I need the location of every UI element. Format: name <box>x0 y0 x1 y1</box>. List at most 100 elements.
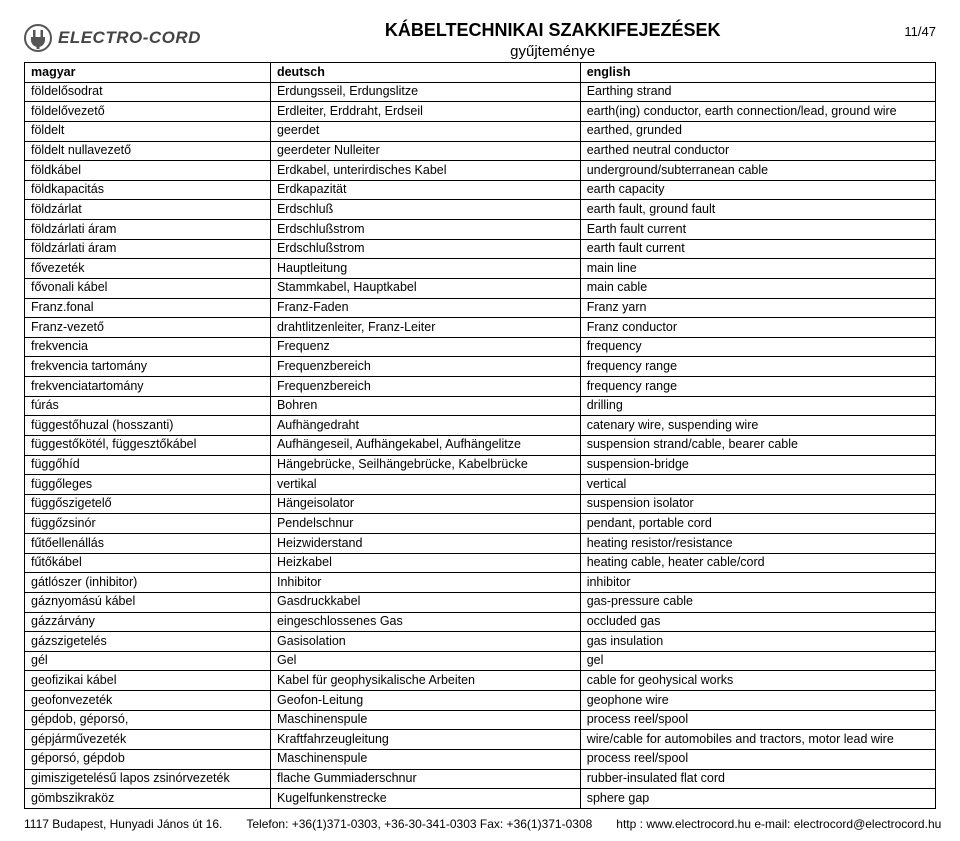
table-row: függőzsinórPendelschnurpendant, portable… <box>25 514 936 534</box>
table-cell: gömbszikraköz <box>25 789 271 809</box>
table-cell: earth capacity <box>580 180 935 200</box>
table-cell: gépjárművezeték <box>25 730 271 750</box>
table-row: gélGelgel <box>25 651 936 671</box>
table-cell: Gasisolation <box>270 632 580 652</box>
table-cell: gas insulation <box>580 632 935 652</box>
table-cell: Bohren <box>270 396 580 416</box>
table-cell: Kugelfunkenstrecke <box>270 789 580 809</box>
table-cell: process reel/spool <box>580 710 935 730</box>
table-cell: Franz yarn <box>580 298 935 318</box>
table-cell: Erdungsseil, Erdungslitze <box>270 82 580 102</box>
table-cell: Heizkabel <box>270 553 580 573</box>
table-cell: gépdob, géporsó, <box>25 710 271 730</box>
table-row: függestőhuzal (hosszanti)Aufhängedrahtca… <box>25 416 936 436</box>
table-cell: Erdleiter, Erddraht, Erdseil <box>270 102 580 122</box>
table-cell: Gel <box>270 651 580 671</box>
table-row: gáznyomású kábelGasdruckkabelgas-pressur… <box>25 592 936 612</box>
column-header-2: english <box>580 63 935 83</box>
table-cell: Kabel für geophysikalische Arbeiten <box>270 671 580 691</box>
table-cell: main cable <box>580 278 935 298</box>
table-cell: frekvencia <box>25 337 271 357</box>
table-row: Franz-vezetődrahtlitzenleiter, Franz-Lei… <box>25 318 936 338</box>
table-cell: geerdet <box>270 121 580 141</box>
table-cell: Frequenzbereich <box>270 377 580 397</box>
table-cell: earth fault, ground fault <box>580 200 935 220</box>
table-cell: Hängeisolator <box>270 494 580 514</box>
table-cell: geofizikai kábel <box>25 671 271 691</box>
table-cell: cable for geohysical works <box>580 671 935 691</box>
table-row: fűtőellenállásHeizwiderstandheating resi… <box>25 534 936 554</box>
table-row: földeltgeerdetearthed, grunded <box>25 121 936 141</box>
plug-icon <box>24 24 52 52</box>
table-cell: suspension-bridge <box>580 455 935 475</box>
page-header: ELECTRO-CORD KÁBELTECHNIKAI SZAKKIFEJEZÉ… <box>24 20 936 60</box>
table-cell: catenary wire, suspending wire <box>580 416 935 436</box>
table-cell: frekvencia tartomány <box>25 357 271 377</box>
table-row: gépjárművezetékKraftfahrzeugleitungwire/… <box>25 730 936 750</box>
table-cell: Erdkapazität <box>270 180 580 200</box>
table-row: földelősodratErdungsseil, ErdungslitzeEa… <box>25 82 936 102</box>
table-cell: Erdschluß <box>270 200 580 220</box>
table-cell: gimiszigetelésű lapos zsinórvezeték <box>25 769 271 789</box>
glossary-table: magyardeutschenglishföldelősodratErdungs… <box>24 62 936 809</box>
table-cell: Inhibitor <box>270 573 580 593</box>
table-cell: inhibitor <box>580 573 935 593</box>
table-row: földzárlati áramErdschlußstromearth faul… <box>25 239 936 259</box>
table-row: fűtőkábelHeizkabelheating cable, heater … <box>25 553 936 573</box>
table-cell: Frequenz <box>270 337 580 357</box>
table-row: gátlószer (inhibitor)Inhibitorinhibitor <box>25 573 936 593</box>
table-cell: Frequenzbereich <box>270 357 580 377</box>
table-cell: heating cable, heater cable/cord <box>580 553 935 573</box>
table-cell: gátlószer (inhibitor) <box>25 573 271 593</box>
table-row: földkapacitásErdkapazitätearth capacity <box>25 180 936 200</box>
table-cell: Maschinenspule <box>270 710 580 730</box>
table-cell: függestőkötél, függesztőkábel <box>25 435 271 455</box>
table-cell: Earthing strand <box>580 82 935 102</box>
table-cell: földkábel <box>25 161 271 181</box>
table-row: függőhídHängebrücke, Seilhängebrücke, Ka… <box>25 455 936 475</box>
logo: ELECTRO-CORD <box>24 24 201 52</box>
table-cell: Geofon-Leitung <box>270 691 580 711</box>
table-cell: gázzárvány <box>25 612 271 632</box>
table-cell: earth fault current <box>580 239 935 259</box>
table-row: frekvenciaFrequenzfrequency <box>25 337 936 357</box>
table-cell: fűtőellenállás <box>25 534 271 554</box>
table-cell: Kraftfahrzeugleitung <box>270 730 580 750</box>
page-title: KÁBELTECHNIKAI SZAKKIFEJEZÉSEK <box>201 20 904 41</box>
table-cell: suspension strand/cable, bearer cable <box>580 435 935 455</box>
table-cell: földzárlat <box>25 200 271 220</box>
table-cell: main line <box>580 259 935 279</box>
table-cell: process reel/spool <box>580 749 935 769</box>
table-cell: Franz.fonal <box>25 298 271 318</box>
table-cell: Erdschlußstrom <box>270 239 580 259</box>
table-cell: földkapacitás <box>25 180 271 200</box>
table-row: fővonali kábelStammkabel, Hauptkabelmain… <box>25 278 936 298</box>
table-cell: geofonvezeték <box>25 691 271 711</box>
table-cell: fúrás <box>25 396 271 416</box>
table-cell: gáznyomású kábel <box>25 592 271 612</box>
table-cell: drahtlitzenleiter, Franz-Leiter <box>270 318 580 338</box>
table-row: földkábelErdkabel, unterirdisches Kabelu… <box>25 161 936 181</box>
table-cell: frequency <box>580 337 935 357</box>
table-cell: vertikal <box>270 475 580 495</box>
table-cell: underground/subterranean cable <box>580 161 935 181</box>
table-cell: földzárlati áram <box>25 220 271 240</box>
footer-phone: Telefon: +36(1)371-0303, +36-30-341-0303… <box>246 817 592 831</box>
table-cell: földelősodrat <box>25 82 271 102</box>
table-cell: pendant, portable cord <box>580 514 935 534</box>
table-cell: heating resistor/resistance <box>580 534 935 554</box>
title-block: KÁBELTECHNIKAI SZAKKIFEJEZÉSEK gyűjtemén… <box>201 20 904 60</box>
table-row: függőlegesvertikalvertical <box>25 475 936 495</box>
table-cell: fővonali kábel <box>25 278 271 298</box>
table-row: gázzárványeingeschlossenes Gasoccluded g… <box>25 612 936 632</box>
table-cell: géporsó, gépdob <box>25 749 271 769</box>
table-cell: gél <box>25 651 271 671</box>
column-header-1: deutsch <box>270 63 580 83</box>
table-row: gimiszigetelésű lapos zsinórvezetékflach… <box>25 769 936 789</box>
table-row: földzárlatErdschlußearth fault, ground f… <box>25 200 936 220</box>
table-cell: occluded gas <box>580 612 935 632</box>
table-cell: suspension isolator <box>580 494 935 514</box>
table-cell: Hängebrücke, Seilhängebrücke, Kabelbrück… <box>270 455 580 475</box>
table-row: fővezetékHauptleitungmain line <box>25 259 936 279</box>
table-cell: gázszigetelés <box>25 632 271 652</box>
